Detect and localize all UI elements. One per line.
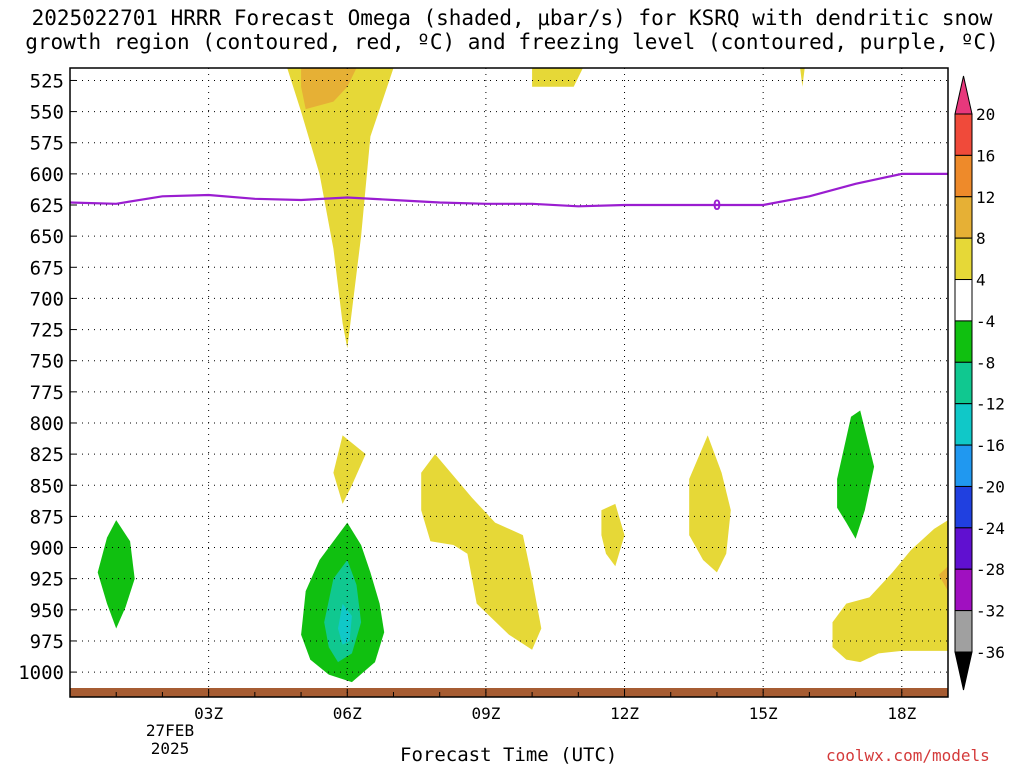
y-tick-label-1000: 1000 [18, 662, 64, 684]
y-tick-label-550: 550 [30, 102, 64, 124]
omega-region-7 [689, 435, 731, 573]
colorbar-box-7 [954, 403, 973, 446]
colorbar-box-1 [954, 154, 973, 198]
y-tick-label-825: 825 [30, 444, 64, 466]
colorbar-label-2: 12 [976, 188, 995, 207]
colorbar-top-arrow [954, 75, 973, 115]
y-tick-label-950: 950 [30, 600, 64, 622]
x-date-year: 2025 [150, 739, 190, 758]
y-tick-label-525: 525 [30, 70, 64, 92]
chart-title: 2025022701 HRRR Forecast Omega (shaded, … [0, 6, 1024, 54]
colorbar-box-2 [954, 196, 973, 239]
y-tick-label-925: 925 [30, 569, 64, 591]
y-tick-label-725: 725 [30, 320, 64, 342]
plot-frame [69, 67, 949, 698]
y-tick-label-675: 675 [30, 257, 64, 279]
colorbar-label-9: -20 [976, 477, 1005, 496]
colorbar-label-11: -28 [976, 560, 1005, 579]
omega-region-8 [832, 520, 948, 663]
omega-region-0 [287, 68, 394, 349]
y-tick-label-800: 800 [30, 413, 64, 435]
omega-region-9 [938, 566, 948, 592]
x-axis: 03Z 06Z 09Z 12Z 15Z 18Z [194, 689, 917, 723]
colorbar-label-3: 8 [976, 229, 986, 248]
y-axis: 525 550 575 600 625 650 675 700 725 750 775 800 825 8… [18, 70, 76, 684]
colorbar-box-8 [954, 444, 973, 487]
colorbar-label-5: -4 [976, 312, 995, 331]
ground-layer [70, 688, 948, 697]
freezing-level-line [69, 172, 948, 208]
y-tick-label-575: 575 [30, 133, 64, 155]
freezing-level-label: 0 [713, 198, 721, 214]
y-tick-label-750: 750 [30, 351, 64, 373]
omega-shading [97, 68, 948, 683]
omega-region-4 [333, 435, 366, 504]
y-tick-label-975: 975 [30, 631, 64, 653]
colorbar-label-12: -32 [976, 602, 1005, 621]
omega-region-14 [338, 603, 352, 645]
colorbar-box-12 [954, 610, 973, 653]
colorbar-box-4 [954, 279, 973, 322]
x-tick-label-3: 03Z [194, 704, 223, 723]
x-tick-label-18: 18Z [887, 704, 916, 723]
colorbar-box-5 [954, 320, 973, 363]
y-tick-label-600: 600 [30, 164, 64, 186]
colorbar-label-6: -8 [976, 353, 995, 372]
omega-region-5 [421, 454, 542, 650]
x-date-label: 27FEB 2025 [135, 722, 205, 758]
credit-text: coolwx.com/models [826, 746, 990, 765]
y-tick-label-625: 625 [30, 195, 64, 217]
colorbar-label-10: -24 [976, 519, 1005, 538]
ground-band [70, 688, 948, 697]
omega-region-3 [800, 68, 805, 87]
omega-region-10 [837, 410, 875, 539]
omega-region-1 [301, 68, 357, 110]
colorbar-label-7: -12 [976, 395, 1005, 414]
colorbar: 20 16 12 8 4 -4 -8 -12 -16 -20 -24 -28 -32 -36 [954, 75, 1005, 691]
x-date-day: 27FEB [145, 721, 195, 740]
y-tick-label-850: 850 [30, 475, 64, 497]
colorbar-label-1: 16 [976, 146, 995, 165]
title-line-1: 2025022701 HRRR Forecast Omega (shaded, … [31, 6, 993, 30]
x-axis-title: Forecast Time (UTC) [400, 744, 618, 766]
colorbar-box-9 [954, 485, 973, 529]
grid-lines [69, 68, 949, 697]
y-tick-label-775: 775 [30, 382, 64, 404]
y-tick-label-875: 875 [30, 506, 64, 528]
colorbar-label-0: 20 [976, 105, 995, 124]
omega-region-6 [601, 503, 625, 567]
title-line-2: growth region (contoured, red, ºC) and f… [25, 30, 999, 54]
omega-region-11 [97, 520, 135, 629]
x-tick-label-15: 15Z [749, 704, 778, 723]
colorbar-label-4: 4 [976, 271, 986, 290]
colorbar-box-6 [954, 361, 973, 405]
colorbar-box-3 [954, 237, 973, 281]
x-tick-label-9: 09Z [471, 704, 500, 723]
colorbar-box-0 [954, 113, 973, 156]
colorbar-box-10 [954, 527, 973, 570]
x-tick-label-6: 06Z [333, 704, 362, 723]
colorbar-label-13: -36 [976, 643, 1005, 662]
omega-region-2 [532, 68, 583, 87]
colorbar-box-11 [954, 568, 973, 612]
y-tick-label-650: 650 [30, 226, 64, 248]
freezing-level-contour: 0 [69, 172, 948, 214]
colorbar-bottom-arrow [954, 651, 973, 691]
y-tick-label-900: 900 [30, 538, 64, 560]
y-tick-label-700: 700 [30, 288, 64, 310]
colorbar-label-8: -16 [976, 436, 1005, 455]
x-tick-label-12: 12Z [610, 704, 639, 723]
